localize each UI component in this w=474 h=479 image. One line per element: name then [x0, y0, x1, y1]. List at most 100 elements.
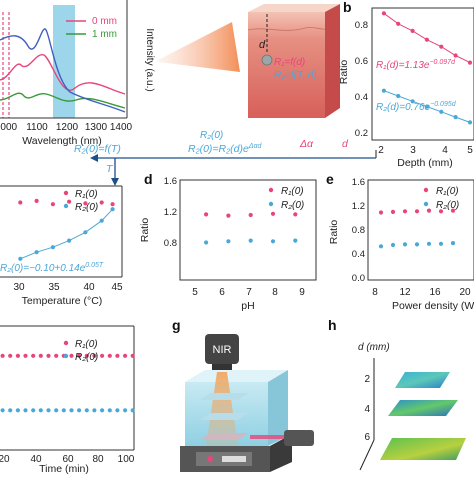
- data-point-f-r1: [31, 353, 36, 358]
- data-point-b-r2: [439, 109, 444, 114]
- depth-plane-2: [395, 372, 450, 388]
- depth-label: d: [259, 39, 266, 51]
- data-point-e-r1: [390, 209, 396, 214]
- x-tick-label: 20: [459, 287, 471, 298]
- flow-eq-ft: R₂(0)=f(T): [74, 143, 121, 155]
- x-axis-label: Depth (mm): [397, 157, 452, 169]
- data-point-c-r1: [99, 200, 104, 205]
- r1-fit-label: R₁(d)=1.13e−0.097d: [376, 59, 456, 71]
- data-point-e-r2: [438, 241, 444, 246]
- spectrum-0mm: [0, 54, 126, 95]
- data-point-b-r1: [424, 37, 429, 42]
- data-point-b-r2: [396, 93, 401, 99]
- legend-r2-dot: [63, 203, 69, 209]
- fit-curve-c-1: [20, 208, 113, 260]
- legend-r1-dot: [63, 340, 69, 346]
- panel-d: d Ratio 0.8 1.2 1.6 R₁(0) R₂(0) 5 6 7 8 …: [139, 171, 317, 312]
- plot-d-marks: [204, 211, 298, 245]
- panel-e: e Ratio 0.0 0.4 0.8 1.2 1.6 R₁(0) R₂(0) …: [326, 171, 474, 312]
- legend-r2: R₂(0): [75, 202, 98, 213]
- d-tick: 6: [364, 432, 370, 443]
- data-point-f-r1: [107, 353, 112, 358]
- y-tick-label: 0.2: [355, 128, 368, 139]
- x-tick-label: 6: [219, 287, 225, 298]
- data-point-f-r2: [92, 408, 97, 413]
- y-tick-label: 0.4: [352, 249, 365, 260]
- x-tick-label: 4: [442, 145, 448, 156]
- legend-r2-dot: [423, 201, 429, 207]
- plot-c-marks: [18, 198, 115, 261]
- x-tick-label: 80: [92, 454, 104, 465]
- y-tick-label: 1.6: [352, 177, 365, 188]
- data-point-c-r1: [83, 201, 88, 206]
- data-point-f-r2: [0, 408, 5, 413]
- x-tick-label: 1100: [26, 122, 48, 133]
- flow-eq-r2: R₂(0)=R₂(d)eΔαd: [188, 143, 263, 155]
- panel-g: g NIR: [172, 317, 314, 472]
- nir-label: NIR: [213, 344, 232, 356]
- y-tick-label: 1.6: [164, 176, 177, 187]
- y-tick-labels: 0.0 0.4 0.8 1.2 1.6: [352, 177, 365, 284]
- d-axis-label: d (mm): [358, 342, 390, 353]
- data-point-c-r1: [67, 199, 72, 204]
- data-point-e-r2: [450, 241, 456, 246]
- data-point-f-r2: [54, 408, 59, 413]
- x-tick-label: 3: [410, 145, 416, 156]
- panel-letter-e: e: [326, 171, 334, 187]
- data-point-f-r2: [46, 408, 51, 413]
- data-point-c-r2: [50, 245, 56, 250]
- y-tick-label: 0.6: [355, 56, 368, 67]
- data-point-b-r1: [396, 21, 401, 26]
- legend-r1: R₁(0): [75, 339, 98, 350]
- laser-cone: [206, 372, 238, 446]
- x-tick-label: 40: [30, 454, 42, 465]
- d-tick: 4: [364, 404, 370, 415]
- data-point-c-r2: [34, 250, 39, 255]
- x-axis-label: Wavelength (nm): [22, 135, 102, 147]
- r1-equation: R₁=f(d): [274, 57, 305, 68]
- data-point-f-r2: [115, 408, 120, 413]
- data-point-f-r2: [107, 408, 112, 413]
- panel-letter-b: b: [343, 0, 352, 15]
- data-point-b-r2: [424, 104, 429, 109]
- data-point-c-r2: [110, 207, 115, 212]
- x-tick-label: 1400: [110, 122, 133, 133]
- x-tick-label: 1300: [85, 122, 108, 133]
- plot-b-marks: [381, 11, 473, 125]
- data-point-d-r1: [204, 212, 209, 217]
- x-tick-labels: 20 40 60 80 100: [0, 454, 135, 465]
- data-point-f-r1: [54, 353, 59, 358]
- probe-sphere: [261, 54, 273, 66]
- x-tick-label: 45: [111, 282, 123, 293]
- data-point-b-r1: [453, 53, 458, 58]
- y-axis-label: Ratio: [139, 218, 151, 243]
- legend-1mm: 1 mm: [92, 29, 117, 40]
- data-point-f-r2: [8, 408, 13, 413]
- legend-r2: R₂(0): [281, 200, 304, 211]
- data-point-f-r1: [84, 353, 89, 358]
- data-point-f-r2: [77, 408, 82, 413]
- data-point-f-r2: [61, 408, 66, 413]
- data-point-d-r1: [293, 212, 298, 217]
- y-axis-label: Ratio: [328, 220, 340, 245]
- data-point-e-r1: [414, 209, 420, 214]
- data-point-c-r1: [110, 202, 115, 207]
- d-tick: 2: [364, 374, 370, 385]
- legend-r1-dot: [63, 190, 69, 196]
- spectrum-blue: [0, 28, 126, 113]
- data-point-f-r1: [69, 353, 74, 358]
- data-point-b-r2: [410, 99, 415, 104]
- plot-frame: [179, 179, 317, 281]
- panel-a: 1000 1100 1200 1300 1400 Wavelength (nm)…: [0, 0, 155, 147]
- y-tick-label: 1.2: [164, 207, 177, 218]
- legend-r1: R₁(0): [436, 186, 459, 197]
- data-point-f-r1: [38, 353, 43, 358]
- legend-r1: R₁(0): [281, 186, 304, 197]
- data-point-f-r1: [77, 353, 82, 358]
- legend-r2-dot: [268, 201, 274, 207]
- light-beam: [158, 22, 240, 72]
- side-laser: [284, 430, 314, 446]
- data-point-f-r2: [130, 408, 135, 413]
- x-tick-label: 30: [13, 282, 25, 293]
